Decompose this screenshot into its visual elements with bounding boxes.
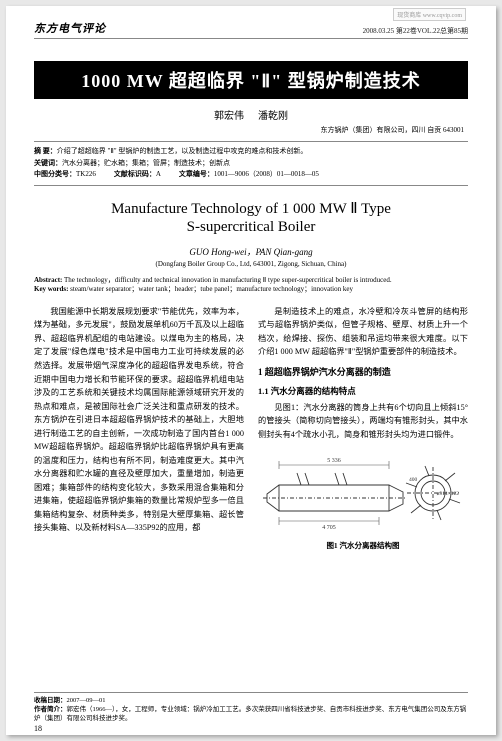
figure-1: 5 336 4 705 ø914×122 400 图1 汽水分离器结构图 — [258, 447, 468, 552]
keywords-cn: 汽水分离器；贮水箱；集箱；管屏；制造技术；创新点 — [62, 159, 230, 167]
dim-end: 400 — [409, 477, 418, 483]
author-1: 郭宏伟 — [214, 111, 244, 122]
footer-block: 收稿日期：2007—09—01 作者简介：郭宏伟（1966—），女，工程师，专业… — [34, 692, 468, 723]
received-date: 2007—09—01 — [67, 697, 106, 704]
column-right: 是制造技术上的难点，水冷壁和冷灰斗管屏的结构形式与超临界锅炉类似，但管子规格、壁… — [258, 305, 468, 553]
received-label: 收稿日期： — [34, 697, 67, 704]
body-columns: 我国能源中长期发展规划要求"节能优先，效率为本，煤为基础，多元发展"，鼓励发展单… — [34, 305, 468, 553]
para-right-2: 见图1：汽水分离器的筒身上共有6个切向且上倾斜15°的管接头（简称切向管接头），… — [258, 401, 468, 442]
author-bio: 郭宏伟（1966—），女，工程师，专业领域：锅炉冷加工工艺。多次荣获四川省科技进… — [34, 706, 466, 722]
meta-block: 摘 要：介绍了超超临界 "Ⅱ" 型锅炉的制造工艺，以及制造过程中攻克的难点和技术… — [34, 141, 468, 186]
clc-value: TK226 — [76, 170, 96, 178]
abstract-cn: 介绍了超超临界 "Ⅱ" 型锅炉的制造工艺，以及制造过程中攻克的难点和技术创新。 — [57, 147, 308, 155]
abstract-label-cn: 摘 要： — [34, 147, 57, 155]
watermark-box: 现货商库 www.cqvip.com — [393, 8, 466, 21]
affiliation-en: (Dongfang Boiler Group Co., Ltd, 643001,… — [34, 260, 468, 268]
column-left: 我国能源中长期发展规划要求"节能优先，效率为本，煤为基础，多元发展"，鼓励发展单… — [34, 305, 244, 553]
page: 现货商库 www.cqvip.com 东方电气评论 2008.03.25 第22… — [6, 6, 496, 735]
dim-bot: 4 705 — [322, 525, 336, 531]
keywords-en: steam/water separator；water tank；header；… — [70, 285, 353, 293]
issue-info: 2008.03.25 第22卷VOL.22总第85期 — [363, 26, 468, 36]
journal-name: 东方电气评论 — [34, 20, 106, 36]
figure-1-caption: 图1 汽水分离器结构图 — [258, 540, 468, 552]
para-intro: 我国能源中长期发展规划要求"节能优先，效率为本，煤为基础，多元发展"，鼓励发展单… — [34, 305, 244, 535]
article-id-value: 1001—9006（2008）01—0018—05 — [214, 170, 319, 178]
keywords-label-cn: 关键词： — [34, 159, 62, 167]
keywords-label-en: Key words: — [34, 285, 68, 293]
affiliation-cn: 东方锅炉（集团）有限公司，四川 自贡 643001 — [34, 125, 468, 135]
separator-diagram-icon: 5 336 4 705 ø914×122 400 — [261, 447, 466, 537]
section-1-1-heading: 1.1 汽水分离器的结构特点 — [258, 384, 468, 398]
page-number: 18 — [34, 724, 42, 733]
authors-cn: 郭宏伟 潘乾刚 — [34, 107, 468, 122]
title-en-line1: Manufacture Technology of 1 000 MW Ⅱ Typ… — [34, 200, 468, 219]
watermark-text: 现货商库 www.cqvip.com — [397, 13, 462, 19]
section-1-heading: 1 超超临界锅炉汽水分离器的制造 — [258, 365, 468, 380]
article-title-en: Manufacture Technology of 1 000 MW Ⅱ Typ… — [34, 200, 468, 238]
author-bio-label: 作者简介： — [34, 706, 67, 713]
abstract-label-en: Abstract: — [34, 276, 62, 284]
article-id-label: 文章编号： — [179, 170, 214, 178]
doc-code-value: A — [156, 170, 161, 178]
para-right-1: 是制造技术上的难点，水冷壁和冷灰斗管屏的结构形式与超临界锅炉类似，但管子规格、壁… — [258, 305, 468, 359]
article-title-cn: 1000 MW 超超临界 "Ⅱ" 型锅炉制造技术 — [34, 61, 468, 99]
abstract-en: The technology，difficulty and technical … — [64, 276, 392, 284]
running-head: 东方电气评论 2008.03.25 第22卷VOL.22总第85期 — [34, 20, 468, 39]
dim-top: 5 336 — [327, 458, 341, 464]
author-2: 潘乾刚 — [258, 111, 288, 122]
title-en-line2: S-supercritical Boiler — [34, 218, 468, 237]
dim-dia: ø914×122 — [436, 491, 459, 497]
doc-code-label: 文献标识码： — [114, 170, 156, 178]
clc-label: 中图分类号： — [34, 170, 76, 178]
abstract-block-en: Abstract: The technology，difficulty and … — [34, 276, 468, 295]
authors-en: GUO Hong-wei，PAN Qian-gang — [34, 245, 468, 258]
